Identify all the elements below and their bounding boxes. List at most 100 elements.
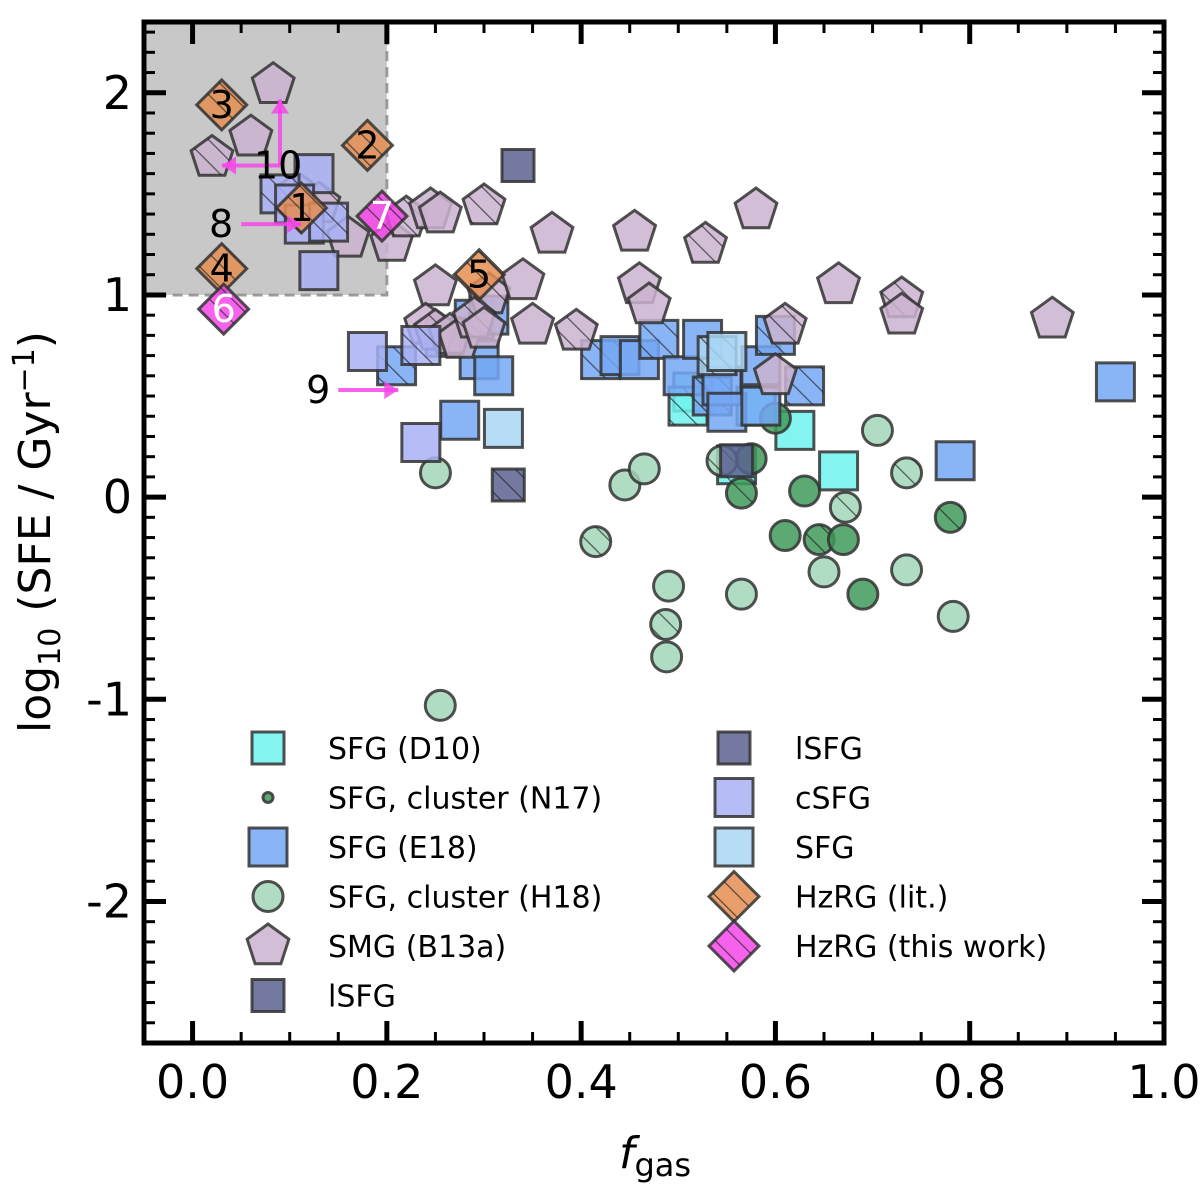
- hzrg-this-work-point-label: 7: [370, 194, 394, 238]
- legend-label: SFG (D10): [328, 732, 482, 767]
- x-tick-label: 0.2: [350, 1055, 423, 1109]
- legend-label: SFG: [795, 831, 855, 866]
- smg-b13a-point: [509, 301, 556, 345]
- legend-entry-hzrg-lit: HzRG (lit.): [706, 869, 948, 924]
- y-tick-label: 2: [103, 66, 132, 120]
- legend-entry-lsfg: lSFG: [716, 730, 863, 767]
- y-axis-title-log: log: [10, 666, 61, 733]
- sfg-cluster-h18-point: [724, 577, 758, 611]
- y-axis-title-sup: −1: [7, 348, 42, 392]
- y-axis-title-main: (SFE / Gyr: [10, 392, 61, 612]
- y-tick-label: 1: [103, 268, 132, 322]
- sfg-cluster-n17-point: [724, 476, 758, 510]
- lsfg-point: [490, 467, 526, 503]
- legend-marker: [706, 918, 762, 974]
- legend-entry-smg-b13a: SMG (B13a): [245, 922, 506, 966]
- sfg-cluster-h18-point: [579, 525, 613, 559]
- legend-label: lSFG: [795, 732, 863, 767]
- sfg-cluster-h18-point: [860, 413, 894, 447]
- smg-b13a-point: [733, 186, 779, 230]
- legend-label: SFG, cluster (H18): [328, 881, 602, 916]
- csfg-point: [400, 422, 442, 464]
- hzrg-lit-point-label: 5: [467, 253, 491, 297]
- legend-label: SMG (B13a): [328, 930, 506, 965]
- lsfg-point: [719, 443, 755, 479]
- sfg-e18-point: [439, 399, 481, 441]
- y-axis-title-close: ): [10, 331, 61, 348]
- legend-marker: [251, 880, 285, 913]
- legend-entry-sfg-e18: SFG (E18): [247, 826, 478, 868]
- legend-label: HzRG (this work): [795, 930, 1047, 965]
- legend-marker: [713, 777, 755, 818]
- sfg-cluster-n17-point: [826, 523, 860, 557]
- sfg-e18-point: [473, 355, 515, 397]
- sfg-e18-point: [638, 318, 680, 360]
- sfg-cluster-h18-point: [652, 569, 686, 603]
- sfg-cluster-h18-point: [650, 640, 684, 674]
- csfg-point: [400, 324, 442, 366]
- sfg-cluster-n17-point: [802, 523, 836, 557]
- smg-b13a-point: [412, 263, 459, 307]
- sfg-e18-point: [706, 391, 748, 433]
- limit-label: 8: [209, 202, 233, 246]
- sfg-cluster-n17-point: [846, 577, 880, 611]
- smg-b13a-point: [1029, 295, 1075, 339]
- lsfg-point: [500, 148, 536, 184]
- hzrg-this-work-point: [354, 188, 410, 244]
- sfg-cluster-h18-point: [828, 490, 862, 524]
- smg-b13a-point: [417, 190, 463, 234]
- limit-arrow-10: 10: [222, 99, 302, 188]
- hzrg-this-work-point: [196, 281, 251, 337]
- legend-marker: [245, 922, 291, 966]
- hzrg-this-work-point-label: 6: [212, 287, 236, 331]
- legend-entry-sfg-cluster-h18: SFG, cluster (H18): [251, 880, 602, 916]
- legend-entry-sfg-d10: SFG (D10): [250, 730, 482, 767]
- legend-label: HzRG (lit.): [795, 881, 948, 916]
- sfg-cluster-h18-point: [627, 452, 661, 486]
- limit-label: 10: [254, 144, 302, 188]
- smg-b13a-point: [682, 220, 729, 264]
- legend-label: cSFG: [795, 782, 871, 817]
- y-tick-label: 0: [103, 470, 132, 524]
- smg-b13a-point: [500, 256, 546, 301]
- plot-frame: [141, 19, 1167, 1046]
- smg-b13a-point: [228, 113, 274, 157]
- limit-label: 9: [306, 368, 330, 412]
- sfg-d10-point: [818, 450, 860, 492]
- smg-b13a-point: [529, 210, 575, 254]
- sfg-cluster-h18-point: [936, 599, 970, 633]
- smg-b13a-point: [553, 307, 599, 351]
- legend-entry-sfg: SFG: [713, 826, 855, 868]
- x-tick-label: 0.4: [545, 1055, 618, 1109]
- sfg-e18-point: [1094, 361, 1136, 403]
- hzrg-lit-point-label: 3: [210, 83, 234, 127]
- sfg-cluster-h18-point: [649, 607, 683, 641]
- limit-arrow-8: 8: [209, 202, 302, 246]
- csfg-point: [298, 250, 340, 292]
- smg-b13a-point: [461, 182, 507, 226]
- smg-b13a-point: [752, 351, 799, 396]
- x-tick-label: 1.0: [1127, 1055, 1200, 1109]
- hzrg-lit-point-label: 2: [355, 123, 379, 167]
- legend-marker: [261, 791, 275, 804]
- sfg-e18-point: [934, 440, 976, 482]
- hzrg-lit-point: [194, 241, 249, 296]
- hzrg-lit-point: [340, 118, 395, 173]
- sfg-cluster-n17-point: [768, 519, 802, 553]
- legend: SFG (D10) SFG, cluster (N17) SFG (E18) SFG,…: [245, 730, 1047, 1015]
- smg-b13a-point: [815, 260, 862, 305]
- sfg-cluster-h18-point: [807, 555, 841, 589]
- x-axis-title-sub: gas: [634, 1146, 691, 1184]
- x-tick-label: 0.8: [933, 1055, 1006, 1109]
- legend-label: SFG, cluster (N17): [328, 782, 602, 817]
- y-axis-title: log10 (SFE / Gyr−1): [7, 331, 68, 733]
- legend-entry-csfg: cSFG: [713, 777, 871, 818]
- legend-marker: [713, 826, 755, 868]
- legend-marker: [706, 869, 762, 924]
- sfg-cluster-n17-point: [788, 474, 822, 508]
- legend-entry-sfg-cluster-n17: SFG, cluster (N17): [261, 782, 602, 817]
- hzrg-lit-point: [452, 247, 507, 302]
- legend-marker: [716, 730, 752, 766]
- legend-marker: [250, 978, 286, 1013]
